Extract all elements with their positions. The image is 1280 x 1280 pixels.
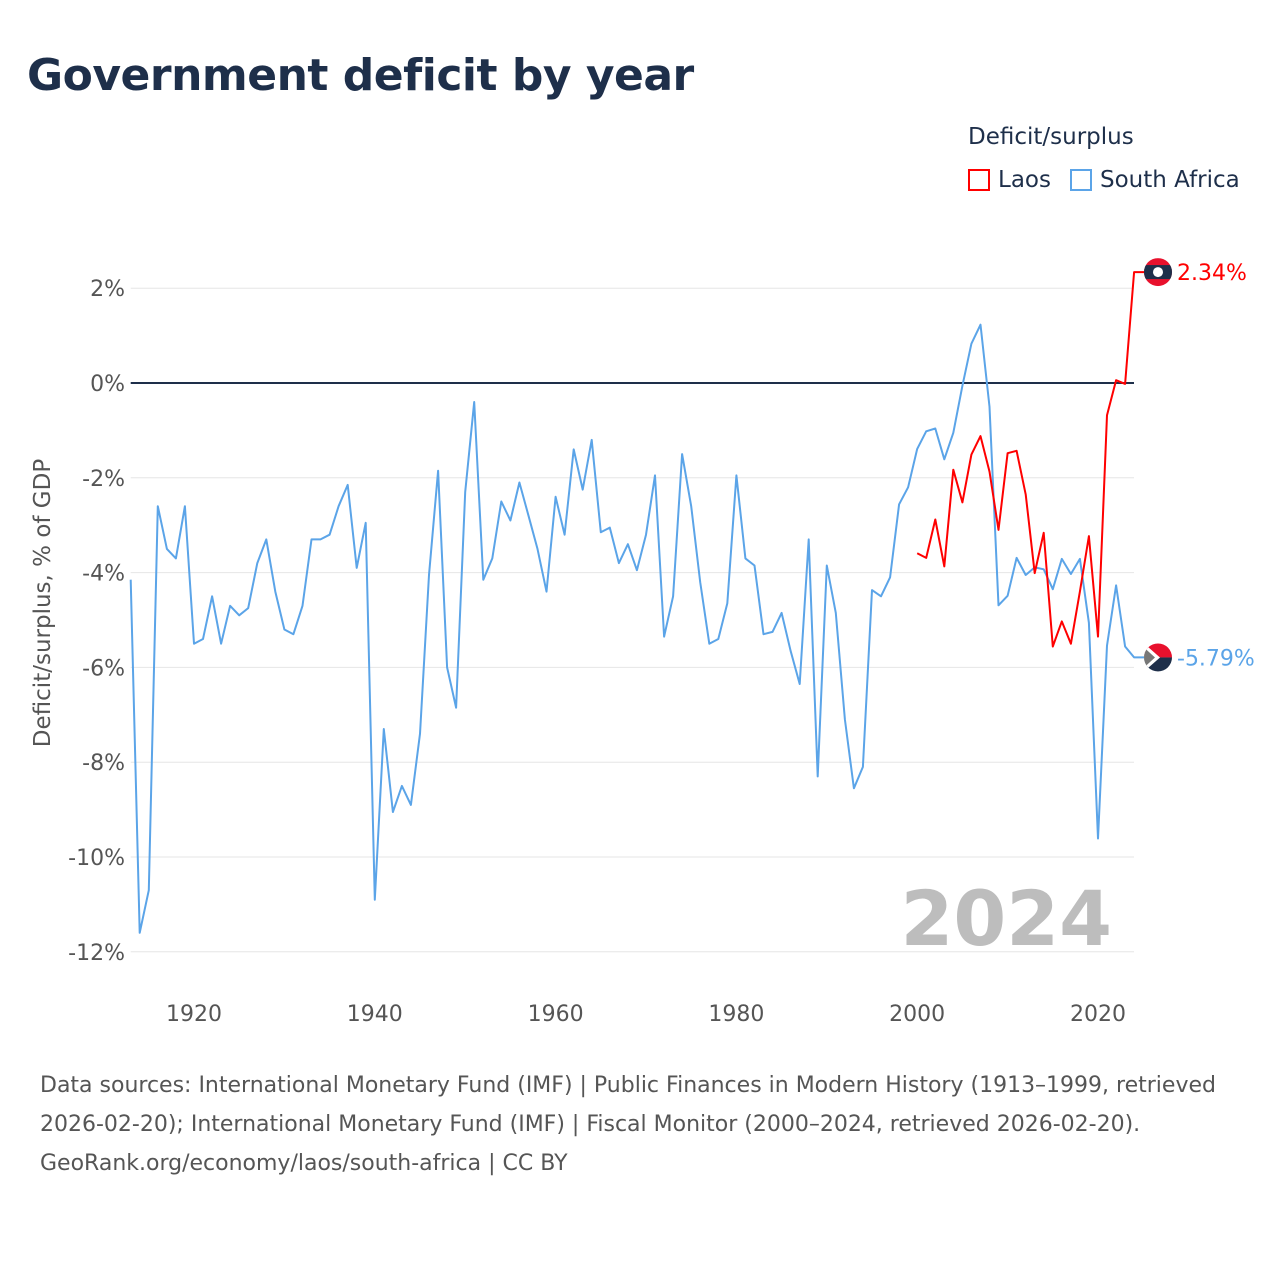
x-tick-label: 2000 xyxy=(889,1002,945,1027)
flag-disc xyxy=(1153,267,1163,278)
y-tick-label: -4% xyxy=(82,562,125,587)
series-line-south-africa xyxy=(129,323,1144,934)
legend-title: Deficit/surplus xyxy=(968,124,1134,150)
chart-plot: 2% 0% -2% -4% -6% -8% -10% -12% 1920 1940 1960 198… xyxy=(30,258,1255,1027)
x-tick-label: 1960 xyxy=(528,1002,584,1027)
series-line-laos xyxy=(916,271,1144,648)
y-tick-label: -10% xyxy=(68,846,125,871)
x-tick-label: 1980 xyxy=(708,1002,764,1027)
y-tick-label: 0% xyxy=(90,372,125,397)
end-value-label: -5.79% xyxy=(1177,646,1255,671)
y-tick-label: 2% xyxy=(90,277,125,302)
year-watermark: 2024 xyxy=(900,874,1112,963)
data-sources: Data sources: International Monetary Fun… xyxy=(40,1073,1216,1137)
x-tick-label: 2020 xyxy=(1070,1002,1126,1027)
legend-label-laos: Laos xyxy=(998,167,1051,193)
flag-chevron-inner xyxy=(1144,647,1155,668)
y-tick-label: -8% xyxy=(82,751,125,776)
south-africa-flag-icon xyxy=(1144,643,1172,672)
legend-item-laos[interactable]: Laos xyxy=(968,167,1051,193)
y-tick-label: -12% xyxy=(68,941,125,966)
laos-flag-icon xyxy=(1144,258,1172,287)
footer: Data sources: International Monetary Fun… xyxy=(40,1066,1240,1183)
legend-swatch-south-africa xyxy=(1070,169,1092,191)
end-value-label: 2.34% xyxy=(1177,261,1247,286)
y-tick-label: -6% xyxy=(82,656,125,681)
y-axis-label: Deficit/surplus, % of GDP xyxy=(30,459,56,748)
y-tick-label: -2% xyxy=(82,467,125,492)
x-tick-label: 1920 xyxy=(166,1002,222,1027)
credit-link[interactable]: GeoRank.org/economy/laos/south-africa | … xyxy=(40,1151,568,1176)
legend-swatch-laos xyxy=(968,169,990,191)
legend-label-south-africa: South Africa xyxy=(1100,167,1240,193)
x-tick-label: 1940 xyxy=(347,1002,403,1027)
legend-item-south-africa[interactable]: South Africa xyxy=(1070,167,1240,193)
chart-title: Government deficit by year xyxy=(27,50,694,101)
